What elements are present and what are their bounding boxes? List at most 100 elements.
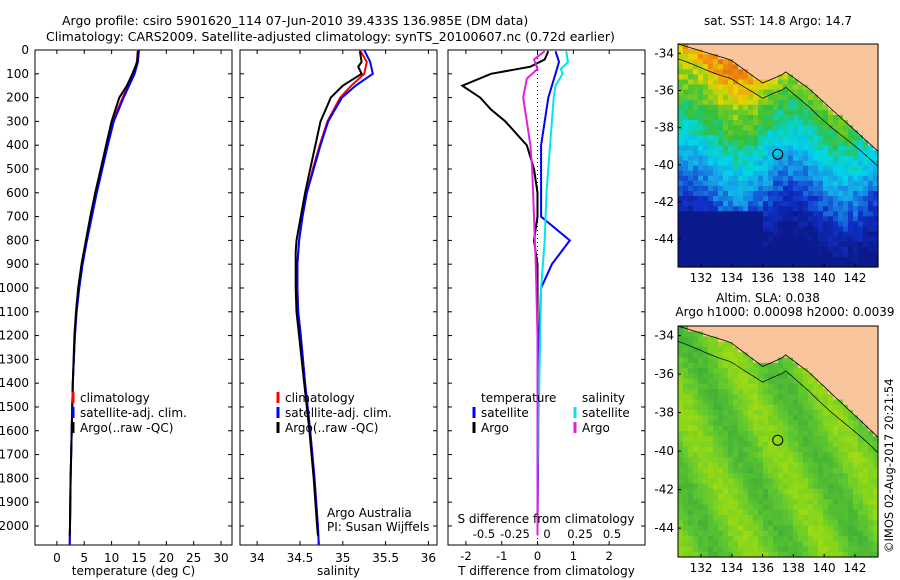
y-tick-label: 1500 [0, 400, 29, 414]
map-y-tick-label: -38 [654, 406, 674, 420]
map-y-tick-label: -34 [654, 46, 674, 60]
sst-field-cells [678, 44, 879, 268]
series-line-s-argo [522, 50, 546, 536]
secondary-tick-label: -0.25 [500, 527, 530, 541]
legend-label: Argo [481, 421, 509, 435]
coastline [677, 325, 879, 438]
y-tick-label: 500 [6, 162, 29, 176]
y-tick-label: 300 [6, 114, 29, 128]
sla-field-cells [678, 326, 879, 558]
map-y-tick-label: -40 [654, 444, 674, 458]
credit-line1: Argo Australia [327, 506, 412, 520]
legend-label: Argo(..raw -QC) [285, 421, 378, 435]
map-x-tick-label: 140 [813, 271, 836, 285]
legend-label: satellite [481, 406, 529, 420]
secondary-tick-label: -0.5 [473, 527, 495, 541]
map-x-tick-label: 138 [782, 271, 805, 285]
x-tick-label: 35.5 [372, 551, 399, 565]
map-y-tick-label: -36 [654, 367, 674, 381]
argo-location-marker [772, 434, 784, 446]
x-axis-label: temperature (deg C) [72, 564, 195, 578]
timestamp-stamp: ©IMOS 02-Aug-2017 20:21:54 [882, 378, 896, 553]
profile-panel-2-frame [239, 49, 438, 546]
sst-map-title: sat. SST: 14.8 Argo: 14.7 [704, 14, 852, 28]
y-tick-label: 1400 [0, 376, 29, 390]
x-axis-label: salinity [317, 564, 360, 578]
map-y-tick-label: -44 [654, 232, 674, 246]
map-x-tick-label: 134 [720, 271, 743, 285]
y-tick-label: 1100 [0, 305, 29, 319]
x-tick-label: 34 [249, 551, 264, 565]
title-line1: Argo profile: csiro 5901620_114 07-Jun-2… [62, 13, 529, 28]
legend-label: Argo(..raw -QC) [80, 421, 173, 435]
map-y-tick-label: -38 [654, 121, 674, 135]
y-tick-label: 700 [6, 210, 29, 224]
map-frame [677, 325, 879, 558]
title-line2: Climatology: CARS2009. Satellite-adjuste… [46, 29, 615, 44]
legend-label: Argo [582, 421, 610, 435]
series-line-argo-raw-qc- [294, 51, 363, 536]
y-tick-label: 0 [21, 43, 29, 57]
series-line-s-satellite [536, 51, 570, 536]
map-x-tick-label: 134 [720, 561, 743, 575]
x-tick-label: 2 [606, 549, 613, 563]
sla-map-title: Altim. SLA: 0.038 [716, 291, 820, 305]
map-x-tick-label: 142 [843, 561, 866, 575]
x-tick-label: 35 [335, 551, 350, 565]
y-tick-label: 1900 [0, 495, 29, 509]
x-tick-label: 1 [570, 549, 577, 563]
y-tick-label: 200 [6, 91, 29, 105]
map-x-tick-label: 142 [843, 271, 866, 285]
x-tick-label: 0 [53, 551, 61, 565]
map-y-tick-label: -36 [654, 83, 674, 97]
map-x-tick-label: 132 [690, 561, 713, 575]
y-tick-label: 1300 [0, 352, 29, 366]
y-tick-label: 1700 [0, 448, 29, 462]
x-axis-label: T difference from climatology [457, 564, 635, 578]
x-tick-label: 30 [213, 551, 228, 565]
sla-map-subtitle: Argo h1000: 0.00098 h2000: 0.0039 [675, 305, 894, 319]
legend-label: satellite [582, 406, 630, 420]
map-frame [677, 43, 879, 268]
y-tick-label: 1600 [0, 424, 29, 438]
map-x-tick-label: 138 [782, 561, 805, 575]
profile-panel-1-frame [34, 49, 233, 546]
map-y-tick-label: -40 [654, 158, 674, 172]
credit-line2: PI: Susan Wijffels [327, 520, 429, 534]
map-x-tick-label: 140 [813, 561, 836, 575]
y-tick-label: 1200 [0, 329, 29, 343]
secondary-tick-label: 0 [543, 527, 550, 541]
x-tick-label: 36 [421, 551, 436, 565]
coastline [677, 43, 879, 152]
shelf-contour [677, 58, 879, 167]
map-y-tick-label: -42 [654, 195, 674, 209]
y-tick-label: 600 [6, 186, 29, 200]
x-tick-label: 25 [186, 551, 201, 565]
y-tick-label: 1000 [0, 281, 29, 295]
y-tick-label: 400 [6, 138, 29, 152]
x-tick-label: 5 [80, 551, 88, 565]
map-x-tick-label: 132 [690, 271, 713, 285]
y-tick-label: 2000 [0, 519, 29, 533]
y-tick-label: 900 [6, 257, 29, 271]
secondary-tick-label: 0.25 [567, 527, 593, 541]
y-tick-label: 1800 [0, 471, 29, 485]
x-tick-label: 0 [534, 549, 541, 563]
argo-location-marker [772, 148, 784, 160]
y-tick-label: 100 [6, 67, 29, 81]
x-tick-label: -2 [460, 549, 471, 563]
map-x-tick-label: 136 [751, 561, 774, 575]
profile-panel-3-frame [447, 49, 646, 546]
legend-label: climatology [285, 391, 355, 405]
secondary-tick-label: 0.5 [603, 527, 621, 541]
y-tick-label: 800 [6, 233, 29, 247]
legend-label: climatology [80, 391, 150, 405]
map-x-tick-label: 136 [751, 271, 774, 285]
map-y-tick-label: -34 [654, 329, 674, 343]
x-tick-label: 34.5 [287, 551, 314, 565]
x-tick-label: 10 [104, 551, 119, 565]
map-y-tick-label: -44 [654, 521, 674, 535]
secondary-axis-label: S difference from climatology [458, 512, 635, 526]
legend-label: satellite-adj. clim. [285, 406, 392, 420]
